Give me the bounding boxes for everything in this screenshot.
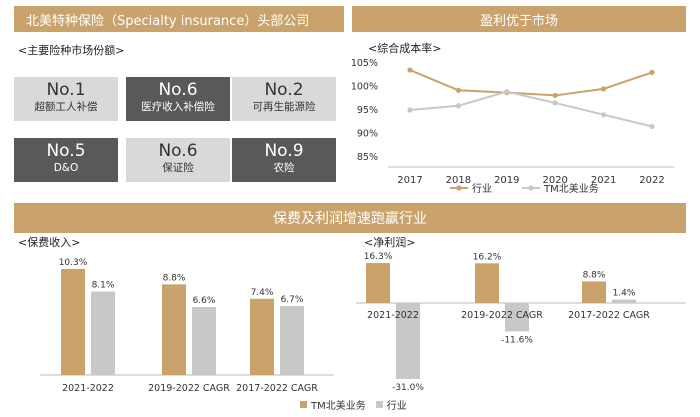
data-label: 6.7%: [281, 295, 304, 305]
legend-marker-tm: [528, 185, 534, 191]
bar-chart-title: <保费收入>: [18, 235, 80, 249]
legend-swatch-industry: [375, 401, 383, 408]
y-tick-label: 95%: [357, 105, 378, 116]
tile-rank: No.5: [46, 141, 86, 161]
data-label: 1.4%: [613, 289, 636, 299]
data-point: [504, 89, 510, 95]
category-label: 2017-2022 CAGR: [236, 383, 318, 394]
bar-chart-title: <净利润>: [364, 235, 415, 249]
x-tick-label: 2021: [591, 175, 616, 186]
data-point: [552, 100, 558, 106]
bar: [162, 284, 186, 375]
category-label: 2019-2022 CAGR: [148, 383, 230, 394]
data-label: 7.4%: [251, 288, 274, 298]
data-label: 16.3%: [364, 252, 393, 262]
bar: [396, 303, 420, 379]
data-point: [649, 69, 655, 75]
y-tick-label: 90%: [357, 129, 378, 140]
category-label: 2021-2022: [367, 310, 419, 321]
legend-label-tm: TM北美业务: [311, 401, 366, 412]
bottom-banner-title: 保费及利润增速跑赢行业: [273, 211, 427, 227]
data-point: [455, 87, 461, 93]
data-label: -11.6%: [501, 335, 533, 345]
bottom-banner: 保费及利润增速跑赢行业: [14, 203, 686, 233]
bar: [280, 305, 304, 375]
legend-label-industry: 行业: [472, 182, 492, 195]
market-share-title: <主要险种市场份额>: [18, 44, 125, 57]
bar: [475, 263, 499, 303]
premium-income-chart: <保费收入> 10.3% 8.1% 2021-2022 8.8% 6.6% 2019-202…: [18, 235, 334, 394]
tile-rank: No.9: [264, 141, 304, 161]
tile-label: 可再生能源险: [252, 101, 316, 113]
left-banner: 北美特种保险（Specialty insurance）头部公司: [14, 6, 344, 32]
data-label: 8.8%: [163, 273, 186, 283]
data-point: [407, 107, 413, 113]
bottom-legend: TM北美业务 行业: [300, 397, 407, 412]
line-chart-title: <综合成本率>: [368, 41, 441, 55]
right-banner: 盈利优于市场: [352, 6, 686, 32]
bar: [505, 303, 529, 332]
tile-rank: No.6: [158, 80, 198, 100]
tile-surety: No.6 保证险: [126, 138, 230, 182]
data-label: 10.3%: [59, 258, 88, 268]
tile-label: D&O: [53, 162, 79, 174]
data-label: 8.8%: [583, 270, 606, 280]
bar: [61, 268, 85, 375]
category-label: 2019-2022 CAGR: [461, 310, 543, 321]
tile-rank: No.6: [158, 141, 198, 161]
tile-d-and-o: No.5 D&O: [14, 138, 118, 182]
legend-marker-industry: [456, 185, 462, 191]
tile-rank: No.1: [46, 80, 86, 100]
bar: [91, 291, 115, 375]
bar: [250, 298, 274, 375]
y-tick-label: 100%: [352, 82, 378, 93]
legend-label-tm: TM北美业务: [543, 182, 599, 195]
bar: [612, 299, 636, 303]
legend-swatch-tm: [300, 401, 307, 408]
data-point: [601, 86, 607, 92]
tile-excess-workers-comp: No.1 超额工人补偿: [14, 77, 118, 121]
x-tick-label: 2022: [639, 175, 664, 186]
x-tick-label: 2018: [446, 175, 471, 186]
data-label: 16.2%: [473, 252, 502, 262]
y-tick-label: 85%: [357, 152, 378, 163]
x-tick-label: 2017: [397, 175, 422, 186]
tile-agriculture: No.9 农险: [232, 138, 336, 182]
left-banner-title: 北美特种保险（Specialty insurance）头部公司: [26, 13, 310, 29]
tile-label: 超额工人补偿: [34, 101, 98, 113]
x-tick-label: 2020: [542, 175, 567, 186]
category-label: 2017-2022 CAGR: [568, 310, 650, 321]
data-point: [407, 67, 413, 73]
tile-renewable-energy: No.2 可再生能源险: [232, 77, 336, 121]
bar: [192, 307, 216, 375]
combined-ratio-chart: <综合成本率> 85% 90% 95% 100% 105% 2017 2018 2019 2020…: [352, 41, 674, 195]
right-banner-title: 盈利优于市场: [479, 13, 558, 29]
bar: [582, 281, 606, 303]
y-tick-label: 105%: [352, 58, 378, 69]
tile-medical-income: No.6 医疗收入补偿险: [126, 77, 230, 121]
tile-label: 保证险: [162, 162, 194, 174]
series-line-tm: [409, 90, 653, 128]
tile-label: 医疗收入补偿险: [141, 101, 215, 113]
series-line-industry: [409, 69, 653, 97]
data-label: -31.0%: [392, 383, 424, 393]
data-point: [455, 103, 461, 109]
data-point: [601, 112, 607, 118]
net-profit-chart: <净利润> 16.3% -31.0% 2021-2022 16.2% -11.6% 2019…: [356, 235, 686, 393]
data-label: 6.6%: [193, 296, 216, 306]
data-point: [649, 123, 655, 130]
tile-label: 农险: [273, 162, 295, 174]
tile-rank: No.2: [264, 80, 304, 100]
category-label: 2021-2022: [62, 383, 114, 394]
data-point: [552, 92, 558, 99]
bar: [366, 263, 390, 303]
legend-label-industry: 行业: [386, 401, 407, 412]
x-tick-label: 2019: [494, 175, 519, 186]
data-label: 8.1%: [92, 281, 115, 291]
